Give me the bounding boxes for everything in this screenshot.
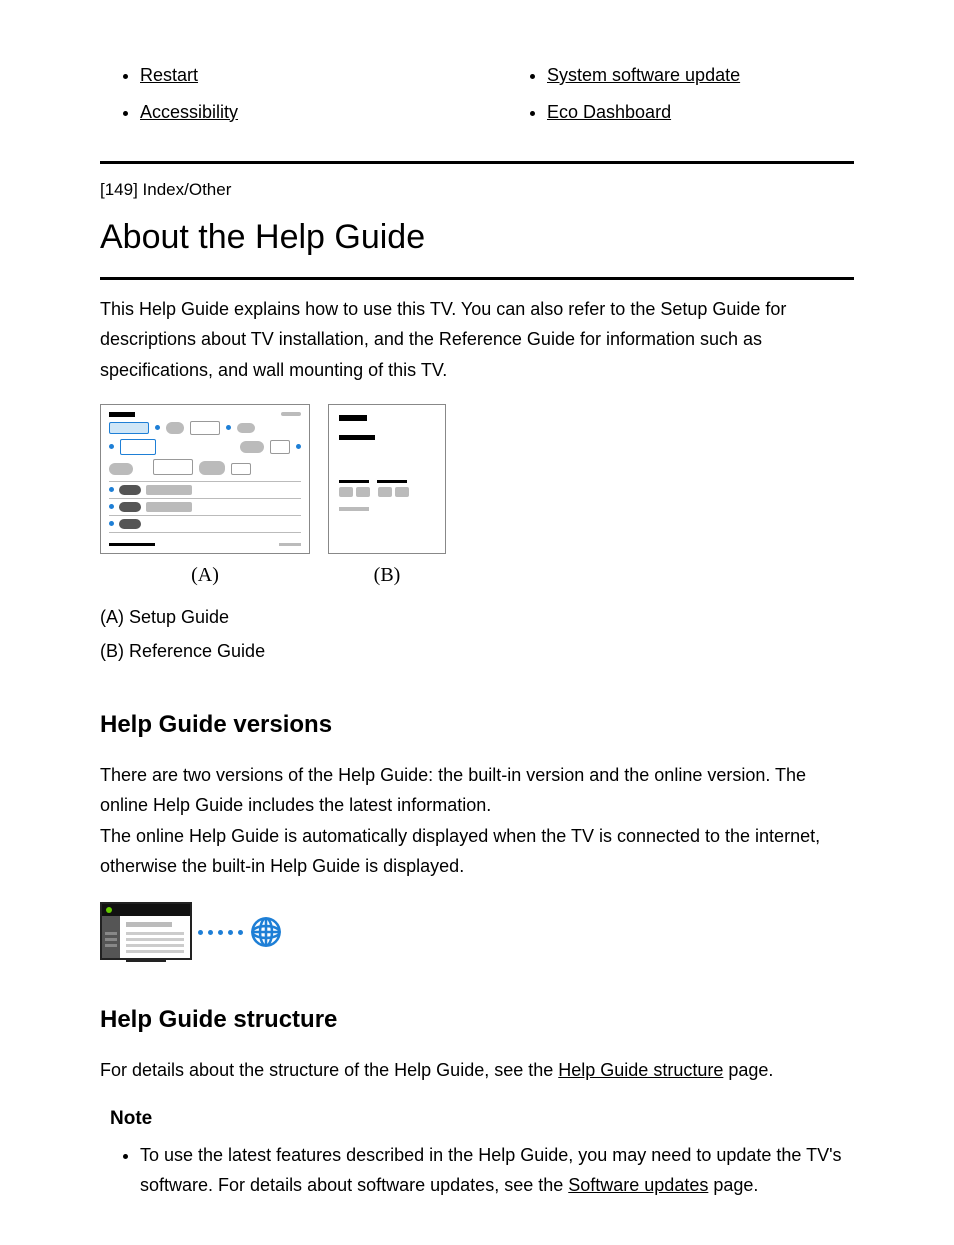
figure-b: (B) <box>328 404 446 592</box>
reference-guide-thumbnail <box>328 404 446 554</box>
link-restart[interactable]: Restart <box>140 65 198 85</box>
legend-b: (B) Reference Guide <box>100 636 854 667</box>
legend-a: (A) Setup Guide <box>100 602 854 633</box>
note-suffix: page. <box>708 1175 758 1195</box>
figure-b-label: (B) <box>328 558 446 592</box>
connection-dots-icon <box>198 930 243 935</box>
setup-guide-thumbnail <box>100 404 310 554</box>
top-link-list-right: System software update Eco Dashboard <box>507 60 854 133</box>
versions-p1: There are two versions of the Help Guide… <box>100 765 806 816</box>
structure-prefix: For details about the structure of the H… <box>100 1060 558 1080</box>
figure-a: (A) <box>100 404 310 592</box>
note-item: To use the latest features described in … <box>140 1140 854 1201</box>
top-link-columns: Restart Accessibility System software up… <box>100 60 854 133</box>
tv-icon <box>100 902 192 962</box>
heading-versions: Help Guide versions <box>100 705 854 746</box>
figure-a-label: (A) <box>100 558 310 592</box>
link-system-software-update[interactable]: System software update <box>547 65 740 85</box>
versions-p2: The online Help Guide is automatically d… <box>100 826 820 877</box>
page-title: About the Help Guide <box>100 209 854 267</box>
link-software-updates[interactable]: Software updates <box>568 1175 708 1195</box>
heading-structure: Help Guide structure <box>100 1000 854 1041</box>
section-divider-under-title <box>100 277 854 280</box>
intro-paragraph: This Help Guide explains how to use this… <box>100 294 854 386</box>
section-divider-top <box>100 161 854 164</box>
tv-globe-illustration <box>100 902 854 962</box>
link-accessibility[interactable]: Accessibility <box>140 102 238 122</box>
breadcrumb: [149] Index/Other <box>100 176 854 205</box>
top-link-list-left: Restart Accessibility <box>100 60 447 133</box>
heading-note: Note <box>110 1103 854 1135</box>
structure-suffix: page. <box>723 1060 773 1080</box>
structure-paragraph: For details about the structure of the H… <box>100 1055 854 1086</box>
versions-paragraph: There are two versions of the Help Guide… <box>100 760 854 882</box>
link-help-guide-structure[interactable]: Help Guide structure <box>558 1060 723 1080</box>
guide-figures: (A) (B) <box>100 404 854 592</box>
note-list: To use the latest features described in … <box>100 1140 854 1201</box>
globe-icon <box>249 915 283 949</box>
link-eco-dashboard[interactable]: Eco Dashboard <box>547 102 671 122</box>
